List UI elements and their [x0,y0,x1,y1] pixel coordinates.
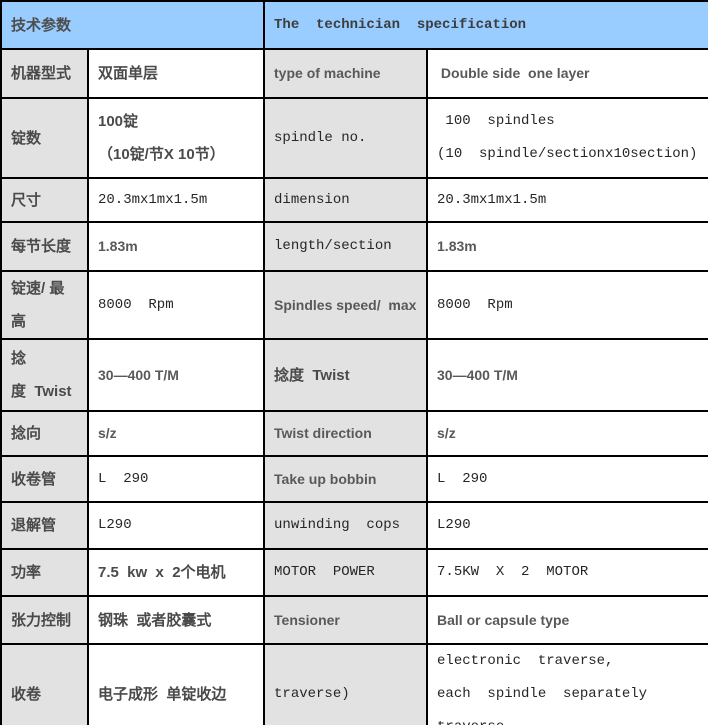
table-row: 捻向 s/z Twist direction s/z [0,410,708,457]
table-row: 锭数 100锭 （10锭/节X 10节） spindle no. 100 spi… [0,97,708,179]
table-header-row: 技术参数 The technician specification [0,0,708,50]
table-row: 功率 7.5 kw x 2个电机 MOTOR POWER 7.5KW X 2 M… [0,548,708,597]
cell-value-zh: 30—400 T/M [86,338,266,412]
cell-label-en: MOTOR POWER [263,548,429,597]
cell-value-en: 8000 Rpm [426,270,708,340]
table-title-en: The technician specification [263,0,708,50]
cell-value-en: L 290 [426,455,708,503]
cell-label-zh: 收卷 [0,643,89,725]
cell-value-zh: L290 [86,501,266,550]
cell-value-zh: 钢珠 或者胶囊式 [86,595,266,645]
cell-label-zh: 锭速/ 最 高 [0,270,89,340]
cell-value-zh: 7.5 kw x 2个电机 [86,548,266,597]
cell-value-en: 100 spindles (10 spindle/sectionx10secti… [426,97,708,179]
cell-label-zh: 尺寸 [0,177,89,223]
cell-label-en: 捻度 Twist [263,338,429,412]
cell-value-en: 30—400 T/M [426,338,708,412]
cell-label-en: type of machine [263,48,429,99]
cell-label-en: Take up bobbin [263,455,429,503]
cell-value-zh: 1.83m [86,221,266,272]
table-row: 捻 度 Twist 30—400 T/M 捻度 Twist 30—400 T/M [0,338,708,412]
cell-value-zh: L 290 [86,455,266,503]
cell-label-zh: 功率 [0,548,89,597]
cell-value-zh: 双面单层 [86,48,266,99]
cell-label-en: Tensioner [263,595,429,645]
table-row: 尺寸 20.3mx1mx1.5m dimension 20.3mx1mx1.5m [0,177,708,223]
cell-label-zh: 机器型式 [0,48,89,99]
cell-label-zh: 每节长度 [0,221,89,272]
table-row: 锭速/ 最 高 8000 Rpm Spindles speed/ max 800… [0,270,708,340]
cell-label-en: traverse) [263,643,429,725]
cell-label-zh: 捻 度 Twist [0,338,89,412]
cell-label-en: Spindles speed/ max [263,270,429,340]
cell-label-en: dimension [263,177,429,223]
cell-label-zh: 张力控制 [0,595,89,645]
cell-label-zh: 收卷管 [0,455,89,503]
cell-value-zh: 电子成形 单锭收边 [86,643,266,725]
cell-value-en: Double side one layer [426,48,708,99]
cell-value-en: s/z [426,410,708,457]
cell-value-en: 20.3mx1mx1.5m [426,177,708,223]
cell-value-zh: s/z [86,410,266,457]
cell-label-en: Twist direction [263,410,429,457]
table-row: 退解管 L290 unwinding cops L290 [0,501,708,550]
cell-label-zh: 锭数 [0,97,89,179]
cell-label-zh: 捻向 [0,410,89,457]
table-title-zh: 技术参数 [0,0,266,50]
cell-label-zh: 退解管 [0,501,89,550]
cell-value-zh: 20.3mx1mx1.5m [86,177,266,223]
cell-label-en: length/section [263,221,429,272]
cell-value-en: L290 [426,501,708,550]
table-row: 收卷管 L 290 Take up bobbin L 290 [0,455,708,503]
cell-label-en: unwinding cops [263,501,429,550]
cell-value-en: Ball or capsule type [426,595,708,645]
cell-value-zh: 8000 Rpm [86,270,266,340]
table-row: 每节长度 1.83m length/section 1.83m [0,221,708,272]
table-row: 张力控制 钢珠 或者胶囊式 Tensioner Ball or capsule … [0,595,708,645]
cell-value-zh: 100锭 （10锭/节X 10节） [86,97,266,179]
table-row: 机器型式 双面单层 type of machine Double side on… [0,48,708,99]
cell-value-en: 7.5KW X 2 MOTOR [426,548,708,597]
cell-value-en: electronic traverse, each spindle separa… [426,643,708,725]
cell-value-en: 1.83m [426,221,708,272]
cell-label-en: spindle no. [263,97,429,179]
table-row: 收卷 电子成形 单锭收边 traverse) electronic traver… [0,643,708,725]
